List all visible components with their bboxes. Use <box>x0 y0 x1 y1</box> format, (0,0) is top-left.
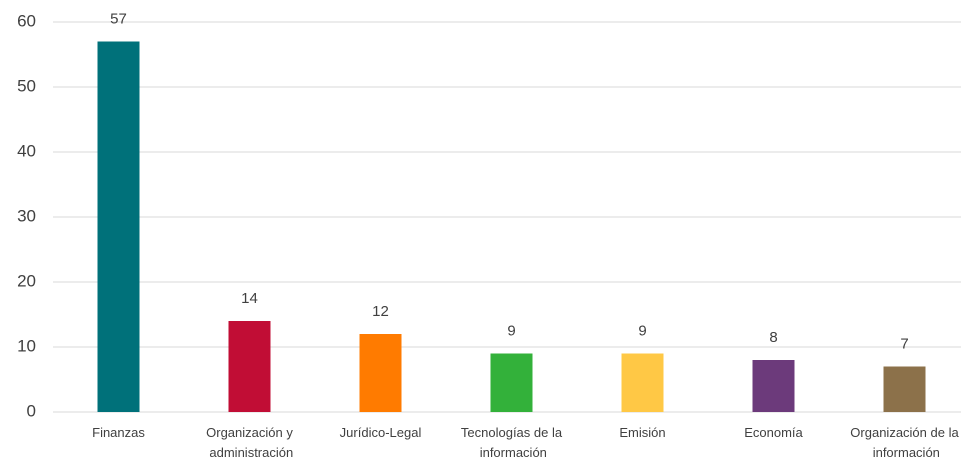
x-tick-label: Economía <box>744 425 803 440</box>
x-tick-label: Organización y administración <box>206 425 294 460</box>
value-label: 8 <box>769 329 777 346</box>
bar <box>228 321 271 412</box>
bar <box>490 353 533 412</box>
y-tick-label: 10 <box>17 336 36 355</box>
y-tick-label: 20 <box>17 271 36 290</box>
bar <box>359 334 402 412</box>
bar <box>752 360 795 412</box>
value-label: 7 <box>900 335 908 352</box>
bar <box>883 366 926 412</box>
y-tick-label: 60 <box>17 11 36 30</box>
x-tick-label: Tecnologías de la información <box>461 425 563 460</box>
y-tick-label: 30 <box>17 206 36 225</box>
x-tick-label: Jurídico-Legal <box>340 425 422 440</box>
value-label: 9 <box>507 322 515 339</box>
value-label: 9 <box>638 322 646 339</box>
value-label: 12 <box>372 303 389 320</box>
y-tick-label: 50 <box>17 76 36 95</box>
bar <box>621 353 664 412</box>
bar <box>97 41 140 412</box>
x-tick-label: Emisión <box>619 425 665 440</box>
y-tick-label: 0 <box>27 401 36 420</box>
y-tick-label: 40 <box>17 141 36 160</box>
value-label: 57 <box>110 10 127 27</box>
x-tick-label: Finanzas <box>92 425 145 440</box>
value-label: 14 <box>241 290 258 307</box>
x-tick-label: Organización de la información <box>850 425 959 460</box>
